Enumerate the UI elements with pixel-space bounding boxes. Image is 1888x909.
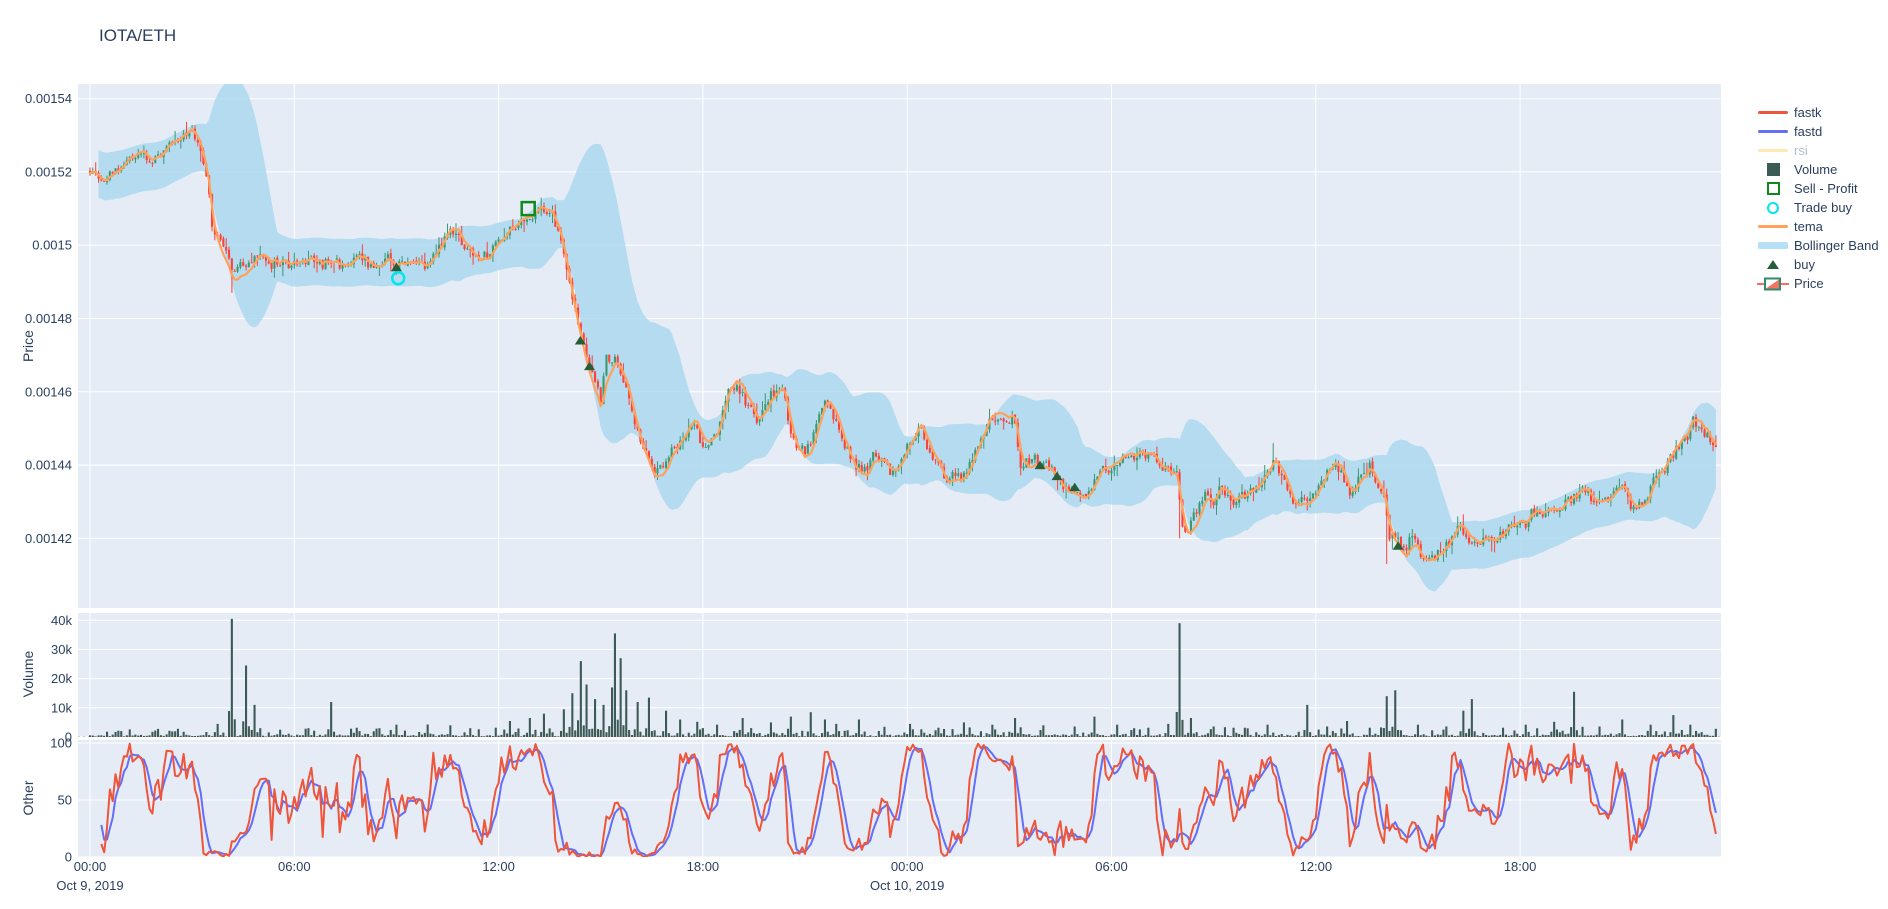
svg-text:18:00: 18:00 [1504, 859, 1537, 874]
legend-item-fastd[interactable]: fastd [1752, 122, 1879, 141]
legend-item-label: rsi [1794, 143, 1808, 158]
svg-text:12:00: 12:00 [1300, 859, 1333, 874]
trade-buy-legend-swatch [1752, 201, 1794, 214]
legend-item-label: tema [1794, 219, 1823, 234]
legend-item-bollinger-band[interactable]: Bollinger Band [1752, 236, 1879, 255]
price-axis-title: Price [20, 330, 36, 362]
svg-text:06:00: 06:00 [1095, 859, 1128, 874]
svg-text:20k: 20k [51, 671, 72, 686]
legend-item-label: Trade buy [1794, 200, 1853, 215]
svg-text:00:00: 00:00 [74, 859, 107, 874]
buy-markers [390, 262, 1404, 550]
svg-text:0: 0 [65, 850, 72, 865]
fastk-legend-swatch [1752, 111, 1794, 114]
page-title: IOTA/ETH [99, 26, 177, 45]
legend-item-fastk[interactable]: fastk [1752, 103, 1879, 122]
legend-item-label: buy [1794, 257, 1815, 272]
svg-text:100: 100 [50, 736, 72, 751]
legend-item-label: fastk [1794, 105, 1822, 120]
x-axis-tick-labels: 00:00 Oct 9, 2019 06:00 12:00 18:00 00:00 Oct … [56, 859, 1536, 893]
y-axis-tick-labels: 0.00154 0.00152 0.0015 0.00148 0.00146 0.0014… [25, 91, 72, 864]
svg-text:Oct 9, 2019: Oct 9, 2019 [56, 878, 123, 893]
fastd-line [100, 745, 1717, 857]
svg-text:40k: 40k [51, 613, 72, 628]
volume-bars [78, 618, 1721, 737]
trade-buy-markers [390, 270, 406, 286]
legend-item-rsi[interactable]: rsi [1752, 141, 1879, 160]
svg-text:0.00148: 0.00148 [25, 311, 72, 326]
rsi-legend-swatch [1752, 149, 1794, 152]
tema-line [88, 128, 1717, 562]
svg-text:30k: 30k [51, 642, 72, 657]
legend-item-label: Sell - Profit [1794, 181, 1858, 196]
svg-text:0.00144: 0.00144 [25, 458, 72, 473]
svg-text:0.00152: 0.00152 [25, 164, 72, 179]
fastk-line [100, 742, 1717, 857]
legend-item-buy[interactable]: buy [1752, 255, 1879, 274]
buy-legend-swatch [1752, 260, 1794, 269]
fastd-legend-swatch [1752, 130, 1794, 133]
bollinger-band-legend-swatch [1752, 242, 1794, 249]
bollinger-band-area [98, 84, 1716, 592]
svg-text:Oct 10, 2019: Oct 10, 2019 [870, 878, 944, 893]
svg-text:0.00146: 0.00146 [25, 384, 72, 399]
volume-axis-title: Volume [20, 650, 36, 698]
price-legend-swatch [1752, 277, 1794, 291]
tema-legend-swatch [1752, 225, 1794, 228]
legend-item-volume[interactable]: Volume [1752, 160, 1879, 179]
legend-item-price[interactable]: Price [1752, 274, 1879, 293]
legend: fastk fastd rsi Volume Sell - Profit Trade bu… [1752, 103, 1879, 293]
sell-profit-markers [520, 200, 536, 217]
svg-text:10k: 10k [51, 700, 72, 715]
svg-text:18:00: 18:00 [687, 859, 720, 874]
legend-item-label: Price [1794, 276, 1824, 291]
svg-text:0: 0 [65, 730, 72, 745]
legend-item-sell-profit[interactable]: Sell - Profit [1752, 179, 1879, 198]
legend-item-label: Volume [1794, 162, 1838, 177]
svg-text:00:00: 00:00 [891, 859, 924, 874]
svg-text:0.00154: 0.00154 [25, 91, 72, 106]
legend-item-label: Bollinger Band [1794, 238, 1879, 253]
svg-text:06:00: 06:00 [278, 859, 311, 874]
legend-item-label: fastd [1794, 124, 1823, 139]
svg-text:50: 50 [58, 793, 72, 808]
legend-item-trade-buy[interactable]: Trade buy [1752, 198, 1879, 217]
svg-text:12:00: 12:00 [482, 859, 515, 874]
sell-profit-legend-swatch [1752, 182, 1794, 195]
volume-legend-swatch [1752, 163, 1794, 176]
panel-backgrounds[interactable] [78, 84, 1721, 857]
svg-text:0.00142: 0.00142 [25, 531, 72, 546]
other-axis-title: Other [20, 780, 36, 816]
legend-item-tema[interactable]: tema [1752, 217, 1879, 236]
svg-text:0.0015: 0.0015 [32, 238, 72, 253]
volume-panel[interactable] [78, 613, 1721, 737]
